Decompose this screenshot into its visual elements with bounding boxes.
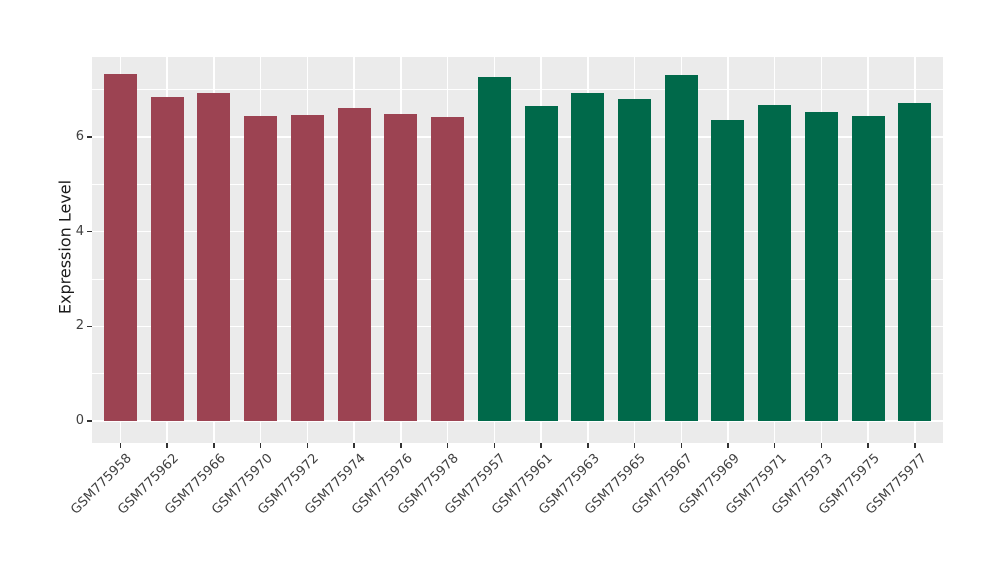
plot-panel [92,57,943,443]
y-tick-label-6: 6 [75,129,84,145]
bar-GSM775969 [711,119,745,421]
x-tick-GSM775978 [446,443,449,448]
bar-GSM775965 [618,99,652,421]
minor-gridline-y5 [92,183,943,185]
x-tick-GSM775970 [259,443,262,448]
x-tick-GSM775962 [166,443,168,448]
bar-GSM775972 [290,115,324,421]
bar-GSM775966 [197,93,231,421]
major-gridline-y0 [92,420,943,422]
major-gridline-y6 [92,136,943,138]
x-tick-GSM775973 [820,443,823,448]
bar-GSM775970 [244,116,278,421]
bar-GSM775958 [104,74,137,421]
bar-GSM775957 [477,77,511,421]
x-tick-GSM775971 [773,443,776,448]
bar-GSM775962 [150,97,184,421]
y-tick-6 [87,136,92,138]
y-tick-0 [87,420,92,422]
bar-GSM775971 [758,104,792,421]
y-tick-2 [87,325,92,328]
y-tick-label-4: 4 [75,223,84,239]
bar-GSM775974 [337,108,371,421]
bar-GSM775967 [664,75,698,421]
x-tick-GSM775963 [587,443,589,448]
x-tick-GSM775972 [306,443,309,448]
minor-gridline-y3 [92,278,943,280]
x-tick-GSM775961 [540,443,542,448]
bar-GSM775976 [384,113,418,421]
y-tick-4 [87,230,92,233]
y-tick-label-0: 0 [75,413,84,428]
bar-GSM775961 [524,105,558,421]
x-tick-GSM775975 [867,443,869,448]
x-tick-GSM775974 [353,443,355,448]
bar-GSM775978 [431,116,465,421]
minor-gridline-y7 [92,89,943,91]
x-tick-GSM775976 [400,443,402,448]
major-gridline-y2 [92,325,943,328]
bar-GSM775963 [571,92,605,421]
bar-GSM775975 [851,116,885,421]
x-tick-GSM775957 [493,443,496,448]
x-tick-GSM775969 [727,443,729,448]
y-axis-title: Expression Level [55,179,75,315]
bar-GSM775973 [804,111,838,421]
bar-GSM775977 [898,103,932,421]
x-tick-GSM775977 [914,443,916,448]
minor-gridline-y1 [92,373,943,375]
major-gridline-y4 [92,230,943,233]
x-tick-GSM775967 [680,443,682,448]
x-tick-GSM775958 [119,443,122,448]
x-tick-GSM775965 [633,443,636,448]
x-tick-GSM775966 [213,443,215,448]
y-tick-label-2: 2 [75,318,84,334]
